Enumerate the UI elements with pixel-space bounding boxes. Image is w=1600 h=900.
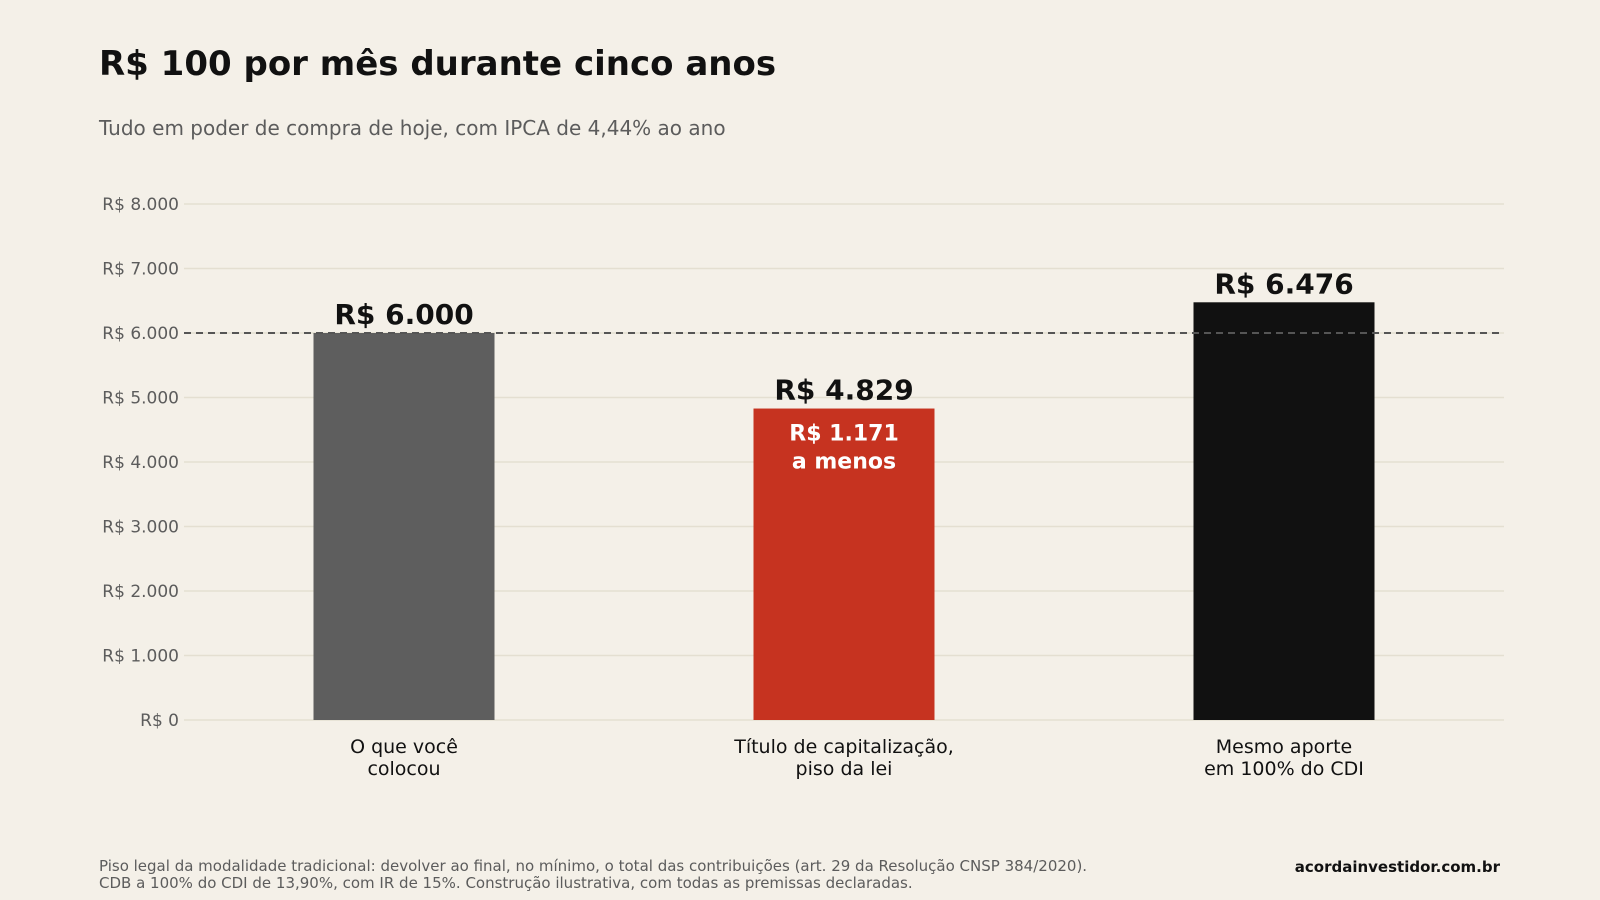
footer-note-line-2: CDB a 100% do CDI de 13,90%, com IR de 1… xyxy=(99,874,913,892)
bar-annotation: R$ 1.171 xyxy=(789,422,899,447)
footer-note-line-1: Piso legal da modalidade tradicional: de… xyxy=(99,857,1088,875)
y-tick-label: R$ 3.000 xyxy=(102,518,179,538)
y-tick-label: R$ 0 xyxy=(140,711,179,731)
x-tick-label: colocou xyxy=(367,758,440,780)
y-tick-label: R$ 7.000 xyxy=(102,260,179,280)
y-tick-label: R$ 1.000 xyxy=(102,647,179,667)
y-tick-label: R$ 5.000 xyxy=(102,389,179,409)
bar xyxy=(753,408,935,720)
bar-annotation: a menos xyxy=(792,450,896,475)
chart-subtitle: Tudo em poder de compra de hoje, com IPC… xyxy=(99,116,726,140)
chart-title: R$ 100 por mês durante cinco anos xyxy=(99,44,777,84)
footer-site: acordainvestidor.com.br xyxy=(1294,858,1500,876)
value-label: R$ 6.476 xyxy=(1214,267,1353,300)
value-label: R$ 4.829 xyxy=(774,374,913,407)
x-tick-label: Título de capitalização, xyxy=(733,736,954,758)
x-tick-label: piso da lei xyxy=(796,758,893,780)
y-tick-label: R$ 4.000 xyxy=(102,453,179,473)
bar xyxy=(313,333,495,720)
y-tick-label: R$ 2.000 xyxy=(102,582,179,602)
x-tick-label: em 100% do CDI xyxy=(1204,758,1364,780)
y-tick-label: R$ 6.000 xyxy=(102,324,179,344)
bar xyxy=(1193,302,1375,720)
x-tick-label: O que você xyxy=(350,736,458,758)
footer-note: Piso legal da modalidade tradicional: de… xyxy=(99,858,1087,892)
y-tick-label: R$ 8.000 xyxy=(102,195,179,215)
x-tick-label: Mesmo aporte xyxy=(1216,736,1352,758)
value-label: R$ 6.000 xyxy=(334,298,473,331)
